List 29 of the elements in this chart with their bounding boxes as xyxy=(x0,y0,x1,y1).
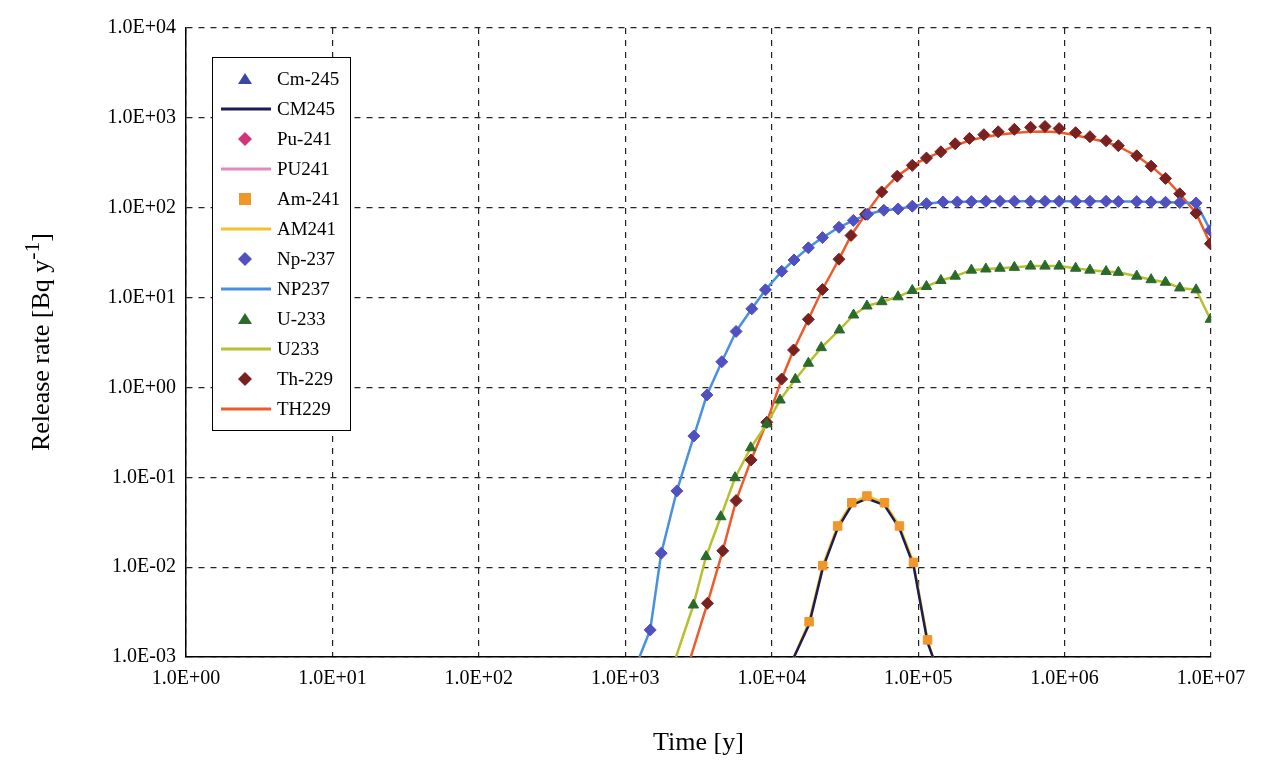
legend-label: Cm-245 xyxy=(277,68,340,90)
y-tick-label: 1.0E+01 xyxy=(107,284,176,307)
x-tick-label: 1.0E+03 xyxy=(591,666,660,689)
x-axis-title: Time [y] xyxy=(653,727,744,757)
x-tick-label: 1.0E+00 xyxy=(151,666,221,689)
legend-label: Pu-241 xyxy=(277,128,332,150)
y-tick-label: 1.0E+00 xyxy=(107,374,176,397)
x-tick-label: 1.0E+04 xyxy=(737,666,806,689)
x-tick-label: 1.0E+05 xyxy=(883,666,953,689)
y-tick-label: 1.0E-02 xyxy=(112,554,176,577)
x-tick-label: 1.0E+07 xyxy=(1176,666,1246,689)
legend-label: Np-237 xyxy=(277,248,336,270)
legend-label: Am-241 xyxy=(277,188,341,210)
x-tick-label: 1.0E+01 xyxy=(298,666,367,689)
legend-label: AM241 xyxy=(277,218,337,240)
x-tick-label: 1.0E+02 xyxy=(444,666,514,689)
legend-label: TH229 xyxy=(277,398,331,420)
y-tick-label: 1.0E+04 xyxy=(107,15,176,38)
x-tick-label: 1.0E+06 xyxy=(1030,666,1099,689)
legend-label: PU241 xyxy=(277,158,330,180)
legend-label: Th-229 xyxy=(277,368,333,390)
y-tick-label: 1.0E-01 xyxy=(112,464,176,487)
legend-label: U-233 xyxy=(277,308,326,330)
legend-label: NP237 xyxy=(277,278,330,300)
legend-label: CM245 xyxy=(277,98,336,120)
y-tick-label: 1.0E+03 xyxy=(107,105,176,128)
y-tick-label: 1.0E+02 xyxy=(107,194,176,217)
legend-label: U233 xyxy=(277,338,320,360)
y-tick-label: 1.0E-03 xyxy=(112,644,176,667)
